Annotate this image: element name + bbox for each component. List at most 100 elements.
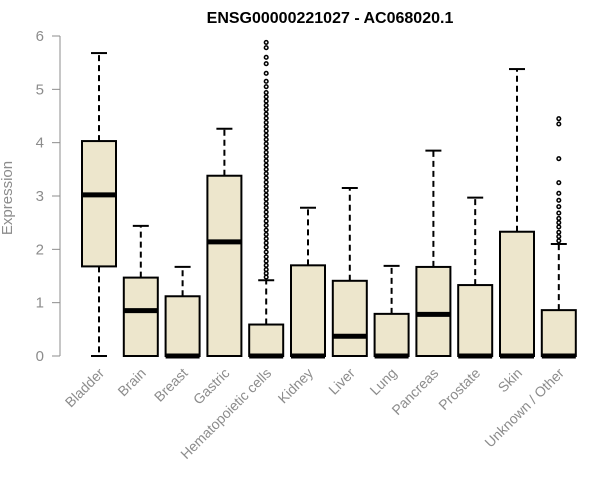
outlier-point [263,39,269,45]
box-group [499,68,535,359]
outlier-point [263,102,269,108]
outlier-point [263,183,269,189]
outlier-point [263,166,269,172]
x-category-label: Kidney [275,365,317,407]
box-iqr [540,309,577,357]
outlier-point [556,233,562,240]
y-tick-label: 3 [36,188,44,205]
box-group [457,196,494,359]
outlier-point [263,205,269,211]
outlier-point [263,158,269,164]
outlier-point [263,45,269,51]
outlier-point [263,132,269,138]
box-group [122,224,159,358]
outlier-point [263,240,269,246]
x-category-label: Unknown / Other [481,365,567,451]
outlier-point [263,200,269,207]
box-iqr [81,140,117,268]
x-category-label: Prostate [435,365,483,413]
boxes-layer [81,39,577,359]
box-group [290,206,326,359]
outlier-point [263,70,269,76]
outlier-point [263,196,269,202]
box-iqr [248,323,285,357]
box-group [415,149,452,357]
box-iqr [164,295,201,357]
outlier-point [263,89,269,96]
box-iqr [290,264,326,358]
x-category-label: Skin [495,365,526,396]
outlier-point [263,149,269,155]
outlier-point [263,258,269,264]
outlier-point [556,204,562,210]
outlier-point [556,156,562,162]
box-group [331,187,368,357]
outlier-point [556,180,562,186]
outlier-point [263,175,269,181]
outlier-point [263,78,269,84]
box-iqr [499,230,535,358]
outlier-point [263,136,269,143]
box-group [81,52,117,357]
outlier-point [263,162,269,168]
outlier-point [263,84,269,90]
outlier-point [263,222,269,228]
outlier-point [556,210,562,216]
outlier-point [263,188,269,194]
outlier-point [263,111,269,117]
outlier-point [263,94,269,100]
outlier-point [263,192,269,198]
outlier-point [263,254,269,260]
outlier-point [263,171,269,177]
outlier-point [556,224,562,230]
outlier-point [556,229,562,235]
outlier-point [263,227,269,233]
chart-title: ENSG00000221027 - AC068020.1 [207,10,454,27]
x-category-label: Bladder [62,365,108,411]
outlier-point [263,179,269,185]
outlier-point [263,54,269,60]
box-group [540,116,577,359]
outlier-point [556,121,562,127]
box-group [164,265,201,359]
outlier-point [263,236,269,242]
box-iqr [457,284,494,358]
outlier-point [263,98,269,104]
outlier-point [556,238,562,244]
y-axis-label: Expression [0,161,16,235]
outlier-point [263,249,269,255]
outlier-point [263,107,269,113]
outlier-point [263,153,269,160]
y-tick-label: 2 [36,241,44,258]
outlier-point [556,197,562,203]
outlier-point [556,220,562,226]
outlier-point [263,115,269,121]
box-group [206,127,243,357]
x-category-label: Brain [114,365,148,399]
outlier-point [263,119,269,125]
y-tick-label: 0 [36,348,44,365]
outlier-point [263,141,269,147]
y-tick-label: 1 [36,295,44,312]
outlier-point [263,209,269,215]
box-group [248,39,285,359]
outlier-point [556,116,562,122]
box-iqr [415,265,452,357]
outlier-point [556,215,562,221]
box-iqr [206,174,243,357]
outlier-point [263,231,269,237]
box-iqr [122,276,159,358]
outlier-point [263,213,269,219]
outlier-point [263,267,269,273]
outlier-point [263,218,269,224]
box-group [373,264,410,359]
outlier-point [263,124,269,130]
y-tick-label: 5 [36,81,44,98]
y-tick-label: 6 [36,28,44,45]
box-iqr [373,312,410,358]
outlier-point [263,244,269,250]
outlier-point [263,145,269,151]
